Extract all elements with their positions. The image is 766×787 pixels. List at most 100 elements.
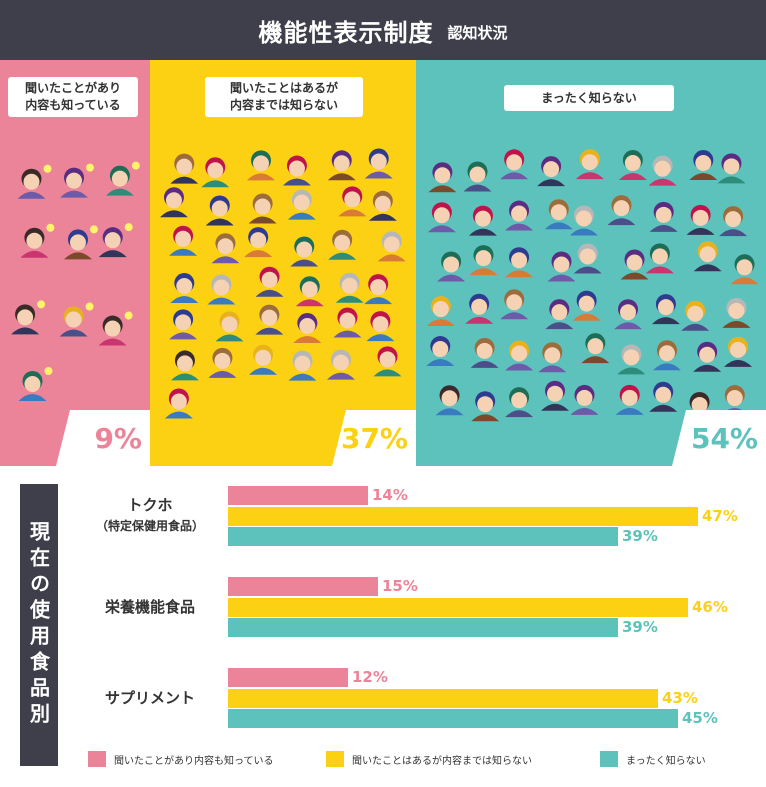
lightbulb-icon xyxy=(124,223,133,232)
page-title: 機能性表示制度 xyxy=(258,18,434,47)
panel-percent: 54% xyxy=(672,410,766,466)
person-icon xyxy=(465,293,494,324)
person-icon xyxy=(570,384,599,415)
person-icon xyxy=(505,387,534,418)
bar xyxy=(228,527,618,546)
bar xyxy=(228,577,378,596)
person-icon xyxy=(427,202,456,233)
person-icon xyxy=(288,350,317,381)
bar-value-label: 47% xyxy=(702,506,738,525)
person-icon xyxy=(368,190,397,221)
person-icon xyxy=(377,231,406,262)
bar-value-label: 39% xyxy=(622,527,658,545)
lightbulb-icon xyxy=(124,311,133,320)
person-icon xyxy=(208,347,237,378)
person-icon xyxy=(293,313,322,344)
person-icon xyxy=(648,155,677,186)
person-icon xyxy=(693,241,722,272)
person-icon xyxy=(681,300,710,331)
person-icon xyxy=(170,350,199,381)
person-icon xyxy=(255,266,284,297)
person-icon xyxy=(366,311,395,342)
person-icon xyxy=(538,342,567,373)
person-icon xyxy=(645,243,674,274)
lightbulb-icon xyxy=(37,300,46,309)
bar xyxy=(228,506,698,526)
person-icon xyxy=(572,290,601,321)
person-icon xyxy=(500,289,529,320)
lightbulb-icon xyxy=(44,366,53,375)
person-icon xyxy=(607,195,636,226)
person-icon xyxy=(541,380,570,411)
bar xyxy=(228,709,678,728)
person-icon xyxy=(437,251,466,282)
person-icon xyxy=(730,254,759,285)
lightbulb-icon xyxy=(89,225,98,234)
person-icon xyxy=(717,153,746,184)
bar-value-label: 15% xyxy=(382,577,418,595)
legend-swatch xyxy=(88,751,106,767)
person-icon xyxy=(159,187,188,218)
person-icon xyxy=(689,150,718,181)
page-subtitle: 認知状況 xyxy=(447,23,508,42)
person-icon xyxy=(287,189,316,220)
person-icon xyxy=(575,149,604,180)
person-icon xyxy=(544,199,573,230)
person-icon xyxy=(60,163,95,198)
person-icon xyxy=(63,225,98,260)
person-icon xyxy=(426,336,455,367)
person-icon xyxy=(295,276,324,307)
person-icon xyxy=(719,206,748,237)
category-label: 栄養機能食品 xyxy=(104,598,195,616)
person-icon xyxy=(581,333,610,364)
panel-percent: 37% xyxy=(332,410,416,466)
bar xyxy=(228,486,368,505)
panel-percent: 9% xyxy=(56,410,150,466)
bar xyxy=(228,668,348,687)
bar xyxy=(228,618,618,637)
lightbulb-icon xyxy=(86,163,95,172)
person-icon xyxy=(338,186,367,217)
person-icon xyxy=(59,302,94,337)
person-icon xyxy=(686,204,715,235)
category-label: トクホ （特定保健用食品） xyxy=(95,496,204,533)
person-icon xyxy=(614,299,643,330)
person-icon xyxy=(205,195,234,226)
person-icon xyxy=(211,233,240,264)
legend-item: 聞いたことがあり内容も知っている xyxy=(88,750,274,768)
legend-item: 聞いたことはあるが内容までは知らない xyxy=(326,750,532,768)
lightbulb-icon xyxy=(43,164,52,173)
person-icon xyxy=(505,247,534,278)
person-icon xyxy=(573,243,602,274)
person-icon xyxy=(20,223,55,258)
bar-value-label: 39% xyxy=(622,618,658,636)
legend-item: まったく知らない xyxy=(600,750,706,768)
header: 機能性表示制度 認知状況 xyxy=(0,0,766,60)
person-icon xyxy=(724,336,753,367)
person-icon xyxy=(435,385,464,416)
person-icon xyxy=(426,296,455,327)
legend-label: 聞いたことがあり内容も知っている xyxy=(114,755,274,767)
person-icon xyxy=(471,391,500,422)
person-icon xyxy=(468,205,497,236)
person-icon xyxy=(215,311,244,342)
legend-label: 聞いたことはあるが内容までは知らない xyxy=(352,755,532,767)
person-icon xyxy=(335,272,364,303)
person-icon xyxy=(463,161,492,192)
person-icon xyxy=(722,297,751,328)
category-label: サプリメント xyxy=(104,689,195,707)
person-icon xyxy=(98,223,133,258)
person-icon xyxy=(169,225,198,256)
person-icon xyxy=(282,155,311,186)
person-icon xyxy=(247,150,276,181)
person-icon xyxy=(170,273,199,304)
person-icon xyxy=(505,200,534,231)
panel-label: 聞いたことはあるが 内容までは知らない xyxy=(205,77,363,117)
person-icon xyxy=(326,349,355,380)
person-icon xyxy=(290,236,319,267)
person-icon xyxy=(537,156,566,187)
person-icon xyxy=(500,149,529,180)
person-icon xyxy=(651,294,680,325)
person-icon xyxy=(470,337,499,368)
people-illustration xyxy=(11,161,140,401)
